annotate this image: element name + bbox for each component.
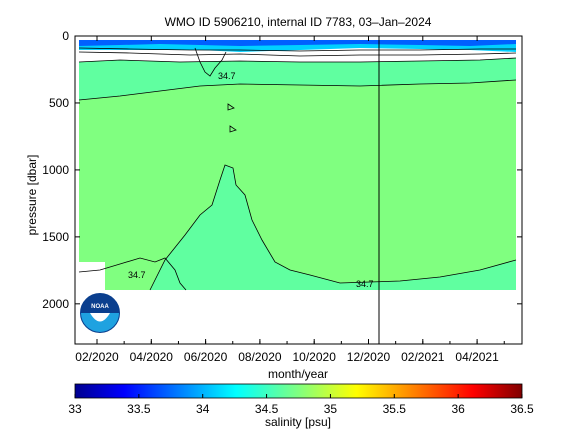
x-tick-label: 04/2021 [455, 350, 499, 364]
deep-tongue-fill [150, 165, 516, 290]
contour-label-2: 34.7 [128, 270, 146, 280]
x-tick-label: 02/2021 [401, 350, 445, 364]
axes-frame [74, 35, 523, 345]
y-tick-label: 2000 [42, 297, 69, 311]
surface-dark-fill [79, 40, 516, 46]
deep-layer-fill [79, 80, 516, 290]
x-tick-label: 08/2020 [238, 350, 282, 364]
noaa-logo: NOAA [80, 293, 120, 333]
colorbar-tick-label: 34 [196, 402, 210, 416]
y-tick-label: 1500 [42, 230, 69, 244]
x-tick-label: 12/2020 [347, 350, 391, 364]
contour-lines [78, 47, 517, 291]
colorbar [74, 383, 523, 399]
colorbar-ticks: 33 33.5 34 34.5 35 35.5 36 36.5 [68, 394, 534, 416]
x-tick-label: 04/2020 [130, 350, 174, 364]
colorbar-tick-label: 36 [451, 402, 465, 416]
colorbar-tick-label: 35 [324, 402, 338, 416]
y-tick-label: 0 [62, 29, 69, 43]
x-tick-label: 02/2020 [75, 350, 119, 364]
colorbar-tick-label: 34.5 [255, 402, 279, 416]
y-axis-label: pressure [dbar] [25, 155, 39, 236]
logo-text: NOAA [91, 304, 109, 310]
y-tick-label: 500 [49, 96, 69, 110]
x-tick-label: 06/2020 [184, 350, 228, 364]
colorbar-tick-label: 35.5 [383, 402, 407, 416]
colorbar-label: salinity [psu] [265, 415, 331, 429]
upper-layer-fill [79, 58, 516, 100]
colorbar-tick-label: 33 [68, 402, 82, 416]
contour-label-1: 34.7 [218, 71, 236, 81]
x-axis: 02/2020 04/2020 06/2020 08/2020 10/2020 12/20… [75, 36, 505, 364]
x-axis-label: month/year [268, 367, 328, 381]
y-tick-label: 1000 [42, 163, 69, 177]
y-axis: 0 500 1000 1500 2000 [42, 29, 522, 311]
salinity-field: 34.7 34.7 34.7 [75, 40, 517, 298]
contour-label-3: 34.7 [356, 279, 374, 289]
x-tick-label: 10/2020 [293, 350, 337, 364]
missing-data-gap-1 [75, 262, 105, 297]
colorbar-tick-label: 36.5 [510, 402, 534, 416]
colorbar-tick-label: 33.5 [127, 402, 151, 416]
chart-title: WMO ID 5906210, internal ID 7783, 03–Jan… [165, 15, 432, 29]
